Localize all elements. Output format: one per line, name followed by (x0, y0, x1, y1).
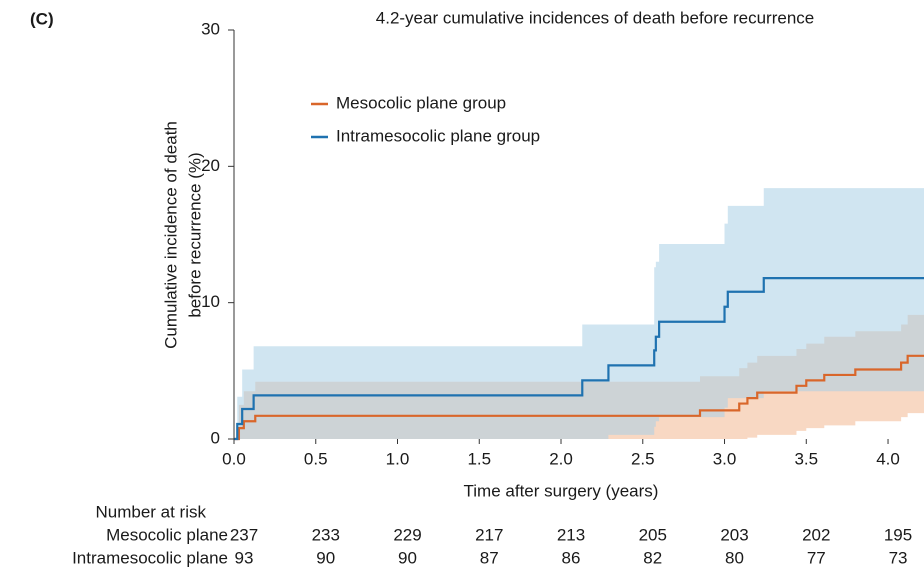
x-tick-label: 3.5 (794, 449, 818, 468)
risk-value: 217 (475, 525, 503, 544)
risk-value: 86 (562, 548, 581, 567)
risk-value: 195 (884, 525, 912, 544)
risk-value: 90 (398, 548, 417, 567)
risk-value: 90 (316, 548, 335, 567)
risk-value: 229 (393, 525, 421, 544)
x-tick-label: 2.0 (549, 449, 573, 468)
confidence-band (234, 188, 924, 439)
y-tick-label: 30 (201, 19, 220, 38)
risk-value: 80 (725, 548, 744, 567)
risk-value: 93 (235, 548, 254, 567)
risk-value: 87 (480, 548, 499, 567)
risk-row-label: Intramesocolic plane (72, 548, 228, 567)
risk-value: 213 (557, 525, 585, 544)
x-tick-label: 0.5 (304, 449, 328, 468)
y-axis-label: before recurrence (%) (185, 152, 204, 317)
chart-title: 4.2-year cumulative incidences of death … (376, 8, 814, 27)
y-tick-label: 0 (211, 428, 220, 447)
x-tick-label: 4.0 (876, 449, 900, 468)
x-tick-label: 1.0 (386, 449, 410, 468)
legend-label: Intramesocolic plane group (336, 126, 540, 145)
risk-row-label: Mesocolic plane (106, 525, 228, 544)
risk-value: 205 (639, 525, 667, 544)
risk-value: 82 (643, 548, 662, 567)
risk-table-title: Number at risk (95, 502, 206, 521)
x-tick-label: 3.0 (713, 449, 737, 468)
panel-label: (C) (30, 9, 54, 28)
risk-value: 73 (889, 548, 908, 567)
y-tick-label: 10 (201, 292, 220, 311)
x-tick-label: 2.5 (631, 449, 655, 468)
step-line (234, 277, 924, 441)
risk-value: 237 (230, 525, 258, 544)
y-tick-label: 20 (201, 156, 220, 175)
risk-value: 203 (720, 525, 748, 544)
risk-value: 233 (312, 525, 340, 544)
y-axis-label: Cumulative incidence of death (161, 121, 180, 349)
x-axis-label: Time after surgery (years) (464, 481, 659, 500)
x-tick-label: 1.5 (467, 449, 491, 468)
x-tick-label: 0.0 (222, 449, 246, 468)
risk-value: 202 (802, 525, 830, 544)
risk-value: 77 (807, 548, 826, 567)
step-line (234, 354, 924, 441)
legend-label: Mesocolic plane group (336, 93, 506, 112)
